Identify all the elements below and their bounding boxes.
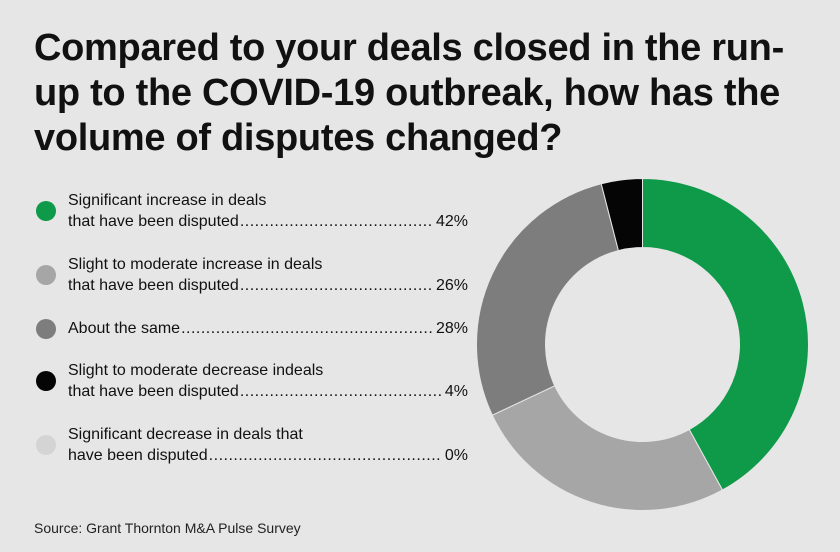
legend-value: 26% — [435, 277, 468, 294]
legend-item-significant-decrease: Significant decrease in deals that have … — [34, 424, 474, 488]
legend-swatch — [36, 319, 56, 339]
donut-slice-2 — [476, 183, 619, 416]
donut-slice-3 — [600, 177, 643, 252]
donut-chart — [476, 177, 809, 511]
legend-label-line2: that have been disputed — [68, 213, 239, 230]
legend-item-significant-increase: Significant increase in deals that have … — [34, 190, 474, 254]
legend-label-line1: Significant increase in deals — [68, 192, 267, 209]
legend-swatch — [36, 435, 56, 455]
chart-title: Compared to your deals closed in the run… — [34, 27, 784, 159]
legend: Significant increase in deals that have … — [34, 190, 474, 488]
legend-label-line1: Significant decrease in deals that — [68, 426, 303, 443]
legend-label-line1: Slight to moderate decrease indeals — [68, 362, 324, 379]
legend-item-about-the-same: About the same .........................… — [34, 318, 474, 360]
legend-swatch — [36, 265, 56, 285]
source-note: Source: Grant Thornton M&A Pulse Survey — [34, 520, 301, 536]
legend-value: 42% — [435, 213, 468, 230]
legend-label-line2: that have been disputed — [68, 383, 239, 400]
legend-swatch — [36, 201, 56, 221]
donut-slice-0 — [642, 177, 809, 491]
legend-label-line2: that have been disputed — [68, 277, 239, 294]
legend-value: 28% — [435, 320, 468, 337]
legend-item-slight-decrease: Slight to moderate decrease indeals that… — [34, 360, 474, 424]
legend-label-line1: About the same — [68, 320, 181, 337]
legend-label-line2: have been disputed — [68, 447, 208, 464]
legend-swatch — [36, 371, 56, 391]
legend-value: 0% — [444, 447, 468, 464]
legend-item-slight-increase: Slight to moderate increase in deals tha… — [34, 254, 474, 318]
legend-value: 4% — [444, 383, 468, 400]
legend-label-line1: Slight to moderate increase in deals — [68, 256, 323, 273]
donut-slice-1 — [491, 385, 724, 511]
